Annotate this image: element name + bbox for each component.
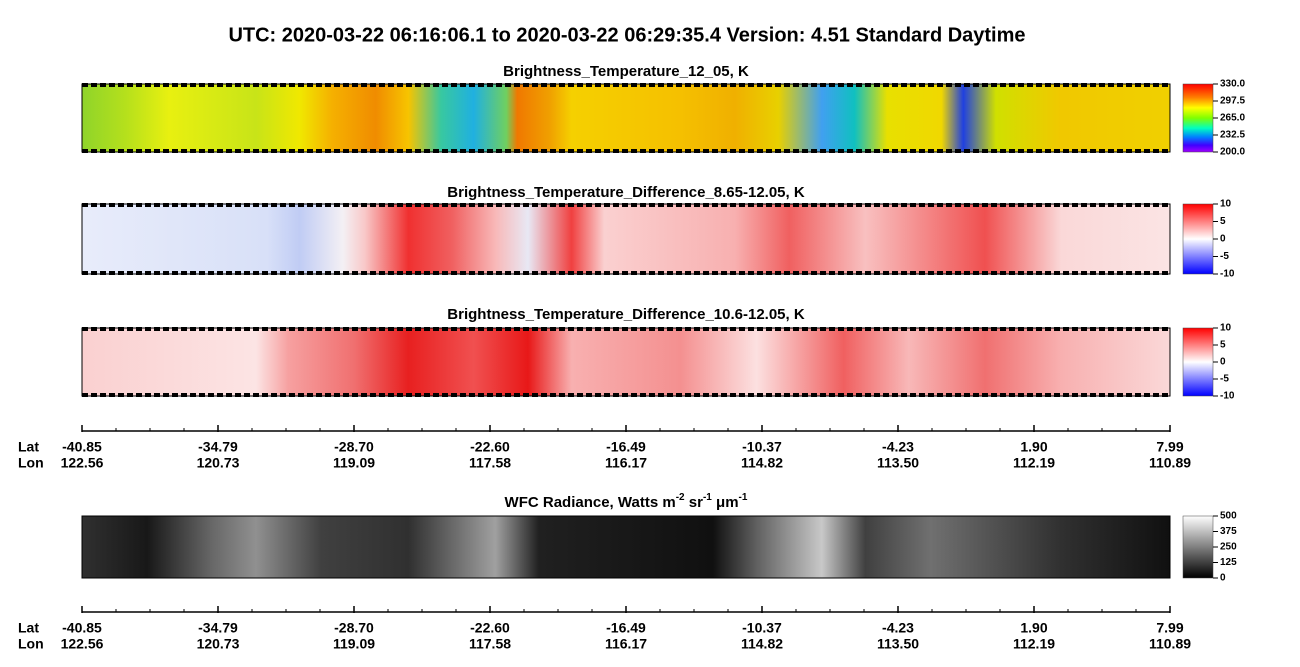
lon-value: 114.82 <box>741 455 783 471</box>
lat-value: -10.37 <box>742 620 782 636</box>
colorbar-label: 0 <box>1220 357 1226 368</box>
lon-label: Lon <box>18 455 44 471</box>
lon-value: 117.58 <box>469 455 511 471</box>
panel-title: Brightness_Temperature_Difference_10.6-1… <box>447 306 805 323</box>
lat-value: -10.37 <box>742 439 782 455</box>
image-strip <box>81 203 1171 275</box>
lat-value: -28.70 <box>334 439 374 455</box>
lon-value: 113.50 <box>877 636 919 652</box>
colorbar-label: 297.5 <box>1220 96 1245 107</box>
colorbar-label: -10 <box>1220 391 1235 402</box>
colorbar-label: -10 <box>1220 269 1235 280</box>
colorbar-label: -5 <box>1220 374 1229 385</box>
lon-value: 114.82 <box>741 636 783 652</box>
title-text: WFC Radiance, Watts m <box>505 494 676 511</box>
lon-value: 112.19 <box>1013 455 1055 471</box>
colorbar-label: 0 <box>1220 234 1226 245</box>
colorbar <box>1182 83 1214 153</box>
lon-value: 112.19 <box>1013 636 1055 652</box>
colorbar-label: -5 <box>1220 251 1229 262</box>
colorbar-label: 0 <box>1220 573 1226 584</box>
lon-label: Lon <box>18 636 44 652</box>
lon-value: 122.56 <box>61 636 104 652</box>
lon-value: 119.09 <box>333 455 375 471</box>
colorbar-label: 10 <box>1220 199 1232 210</box>
colorbar-label: 5 <box>1220 340 1226 351</box>
lat-value: 7.99 <box>1156 439 1183 455</box>
page-title: UTC: 2020-03-22 06:16:06.1 to 2020-03-22… <box>228 24 1025 46</box>
colorbar-label: 330.0 <box>1220 79 1245 90</box>
colorbar <box>1182 515 1214 579</box>
lon-value: 116.17 <box>605 455 647 471</box>
colorbar-label: 5 <box>1220 216 1226 227</box>
lat-value: -4.23 <box>882 439 914 455</box>
colorbar-label: 232.5 <box>1220 130 1245 141</box>
lat-label: Lat <box>18 620 39 636</box>
lat-value: -34.79 <box>198 439 238 455</box>
lon-value: 122.56 <box>61 455 104 471</box>
title-text: sr <box>685 494 704 511</box>
panel-title: WFC Radiance, Watts m-2 sr-1 μm-1 <box>505 492 748 511</box>
lon-value: 113.50 <box>877 455 919 471</box>
lat-value: -16.49 <box>606 620 646 636</box>
title-superscript: -1 <box>739 492 748 503</box>
title-text: Brightness_Temperature_12_05, K <box>503 63 749 80</box>
lat-value: -40.85 <box>62 439 102 455</box>
panel-title: Brightness_Temperature_12_05, K <box>503 63 749 80</box>
title-text: μm <box>712 494 739 511</box>
colorbar-label: 500 <box>1220 511 1237 522</box>
colorbar-label: 125 <box>1220 557 1237 568</box>
lat-label: Lat <box>18 439 39 455</box>
lat-value: 7.99 <box>1156 620 1183 636</box>
title-text: Brightness_Temperature_Difference_10.6-1… <box>447 306 805 323</box>
colorbar <box>1182 327 1214 397</box>
lat-value: 1.90 <box>1020 620 1047 636</box>
colorbar <box>1182 203 1214 275</box>
lat-value: -16.49 <box>606 439 646 455</box>
colorbar-label: 250 <box>1220 542 1237 553</box>
colorbar-label: 375 <box>1220 526 1237 537</box>
lon-value: 116.17 <box>605 636 647 652</box>
lat-value: -22.60 <box>470 439 510 455</box>
panel-title: Brightness_Temperature_Difference_8.65-1… <box>447 184 805 201</box>
lat-value: -34.79 <box>198 620 238 636</box>
lon-value: 110.89 <box>1149 455 1191 471</box>
lon-value: 120.73 <box>197 455 240 471</box>
image-strip <box>81 327 1171 397</box>
lat-value: -40.85 <box>62 620 102 636</box>
lon-value: 110.89 <box>1149 636 1191 652</box>
lon-value: 120.73 <box>197 636 240 652</box>
title-superscript: -1 <box>703 492 712 503</box>
image-strip <box>81 83 1171 153</box>
lat-value: -4.23 <box>882 620 914 636</box>
lon-value: 117.58 <box>469 636 511 652</box>
lon-value: 119.09 <box>333 636 375 652</box>
image-strip <box>81 515 1171 579</box>
colorbar-label: 10 <box>1220 323 1232 334</box>
colorbar-label: 265.0 <box>1220 113 1245 124</box>
lat-value: -28.70 <box>334 620 374 636</box>
title-superscript: -2 <box>676 492 685 503</box>
lat-value: 1.90 <box>1020 439 1047 455</box>
lat-value: -22.60 <box>470 620 510 636</box>
title-text: Brightness_Temperature_Difference_8.65-1… <box>447 184 805 201</box>
colorbar-label: 200.0 <box>1220 147 1245 158</box>
